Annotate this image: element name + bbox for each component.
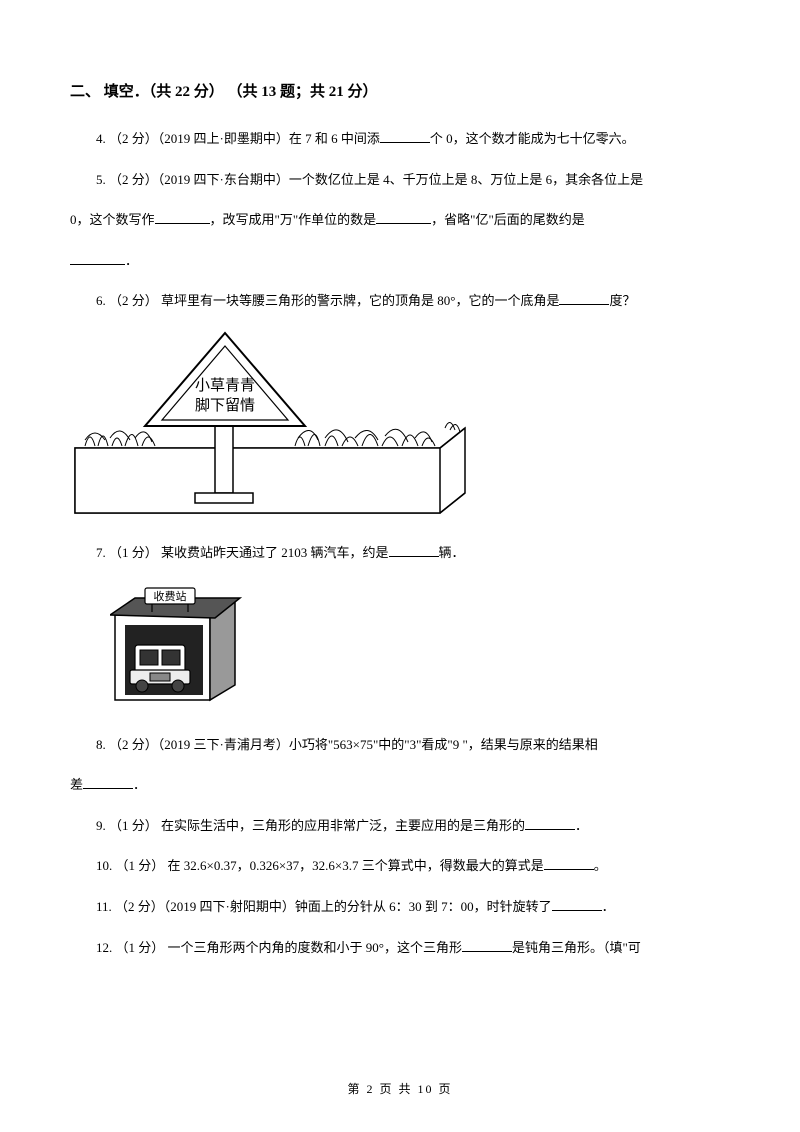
q5-blank2 — [376, 211, 431, 224]
q10-prefix: 10. （1 分） 在 32.6×0.37，0.326×37，32.6×3.7 … — [96, 858, 544, 873]
q8-l2a: 差 — [70, 777, 83, 792]
q10-blank — [544, 857, 594, 870]
q9-blank — [525, 817, 575, 830]
q4-prefix: 4. （2 分）（2019 四上·即墨期中）在 7 和 6 中间添 — [96, 131, 380, 146]
q11-blank — [552, 898, 602, 911]
q7-suffix: 辆． — [439, 545, 465, 560]
question-5-line3: ． — [70, 247, 730, 276]
q7-blank — [389, 544, 439, 557]
q5-blank3 — [70, 252, 125, 265]
q4-blank — [380, 130, 430, 143]
q4-suffix: 个 0，这个数才能成为七十亿零六。 — [430, 131, 635, 146]
q10-suffix: 。 — [594, 858, 607, 873]
question-7: 7. （1 分） 某收费站昨天通过了 2103 辆汽车，约是 辆． — [70, 539, 730, 568]
q11-prefix: 11. （2 分）（2019 四下·射阳期中）钟面上的分针从 6：30 到 7：… — [96, 899, 552, 914]
sign-text-1: 小草青青 — [195, 377, 255, 394]
triangle-sign-diagram: 小草青青 脚下留情 — [70, 328, 730, 523]
q5-line1: 5. （2 分）（2019 四下·东台期中）一个数亿位上是 4、千万位上是 8、… — [96, 172, 643, 187]
question-8-line1: 8. （2 分）（2019 三下·青浦月考）小巧将"563×75"中的"3"看成… — [70, 731, 730, 760]
q12-suffix: 是钝角三角形。（填"可 — [512, 940, 641, 955]
q12-prefix: 12. （1 分） 一个三角形两个内角的度数和小于 90°，这个三角形 — [96, 940, 462, 955]
question-5-line1: 5. （2 分）（2019 四下·东台期中）一个数亿位上是 4、千万位上是 8、… — [70, 166, 730, 195]
q8-blank — [83, 776, 133, 789]
q6-suffix: 度？ — [609, 293, 635, 308]
sign-text-2: 脚下留情 — [195, 397, 255, 414]
question-4: 4. （2 分）（2019 四上·即墨期中）在 7 和 6 中间添 个 0，这个数… — [70, 125, 730, 154]
question-5-line2: 0，这个数写作 ，改写成用"万"作单位的数是 ，省略"亿"后面的尾数约是 — [70, 206, 730, 235]
q6-blank — [559, 292, 609, 305]
question-8-line2: 差． — [70, 771, 730, 800]
q7-prefix: 7. （1 分） 某收费站昨天通过了 2103 辆汽车，约是 — [96, 545, 389, 560]
q5-l2b: ，改写成用"万"作单位的数是 — [210, 212, 377, 227]
booth-label: 收费站 — [154, 589, 187, 603]
q6-prefix: 6. （2 分） 草坪里有一块等腰三角形的警示牌，它的顶角是 80°，它的一个底… — [96, 293, 559, 308]
q12-blank — [462, 939, 512, 952]
question-12: 12. （1 分） 一个三角形两个内角的度数和小于 90°，这个三角形 是钝角三角… — [70, 934, 730, 963]
page-footer: 第 2 页 共 10 页 — [0, 1080, 800, 1097]
q5-l3: ． — [125, 253, 138, 268]
q9-prefix: 9. （1 分） 在实际生活中，三角形的应用非常广泛，主要应用的是三角形的 — [96, 818, 525, 833]
section-title: 二、 填空．（共 22 分） （共 13 题；共 21 分） — [70, 80, 730, 101]
q5-l2c: ，省略"亿"后面的尾数约是 — [431, 212, 585, 227]
question-11: 11. （2 分）（2019 四下·射阳期中）钟面上的分针从 6：30 到 7：… — [70, 893, 730, 922]
q8-l2b: ． — [133, 777, 146, 792]
q11-suffix: ． — [602, 899, 615, 914]
question-6: 6. （2 分） 草坪里有一块等腰三角形的警示牌，它的顶角是 80°，它的一个底… — [70, 287, 730, 316]
question-9: 9. （1 分） 在实际生活中，三角形的应用非常广泛，主要应用的是三角形的 ． — [70, 812, 730, 841]
q5-l2a: 0，这个数写作 — [70, 212, 155, 227]
q9-suffix: ． — [575, 818, 588, 833]
question-10: 10. （1 分） 在 32.6×0.37，0.326×37，32.6×3.7 … — [70, 852, 730, 881]
q8-prefix: 8. （2 分）（2019 三下·青浦月考）小巧将"563×75"中的"3"看成… — [96, 737, 598, 752]
tollbooth-diagram: 收费站 — [70, 580, 730, 715]
q5-blank1 — [155, 211, 210, 224]
